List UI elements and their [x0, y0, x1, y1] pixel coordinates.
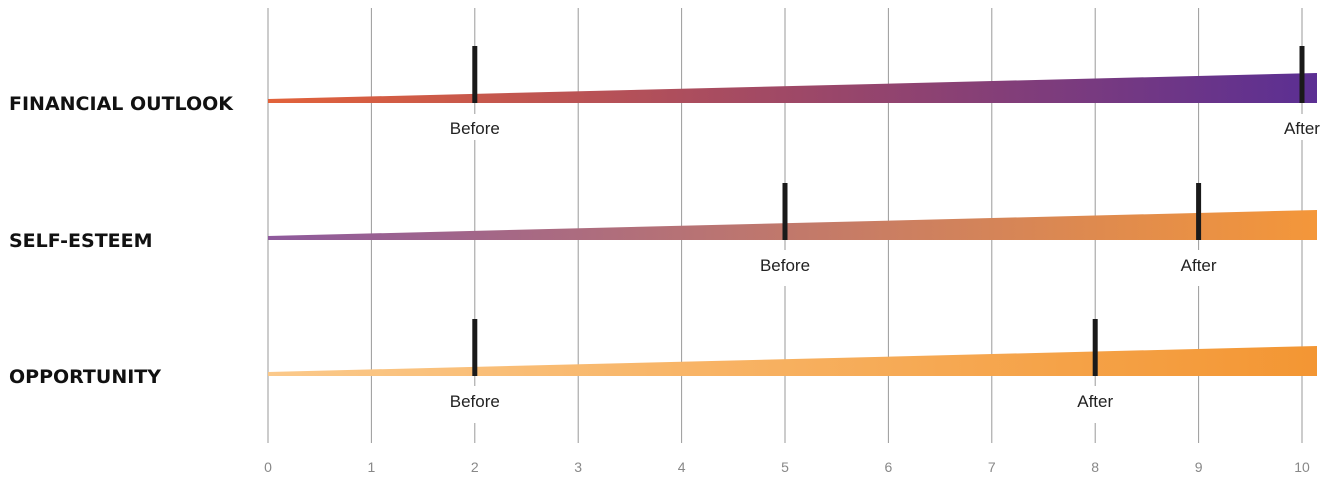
- category-label: SELF-ESTEEM: [9, 230, 153, 252]
- x-tick-label: 4: [678, 459, 686, 475]
- x-tick-label: 8: [1091, 459, 1099, 475]
- x-tick-label: 10: [1294, 459, 1310, 475]
- x-tick-label: 0: [264, 459, 272, 475]
- x-tick-label: 9: [1195, 459, 1203, 475]
- x-tick-label: 2: [471, 459, 479, 475]
- before-marker: [472, 46, 478, 103]
- labels: 0 1 2 3 4 5 6 7 8 9 10 FINANCIAL OUTLOOK Before After…: [9, 93, 1320, 475]
- x-tick-label: 6: [885, 459, 893, 475]
- before-marker: [472, 319, 478, 376]
- before-marker: [782, 183, 788, 240]
- before-label: Before: [760, 256, 810, 275]
- before-label: Before: [450, 119, 500, 138]
- after-label: After: [1284, 119, 1320, 138]
- after-label: After: [1077, 392, 1113, 411]
- x-tick-label: 5: [781, 459, 789, 475]
- wedge-bar: [268, 210, 1317, 240]
- after-marker: [1299, 46, 1305, 103]
- wedges: [268, 73, 1317, 376]
- before-label: Before: [450, 392, 500, 411]
- after-marker: [1196, 183, 1202, 240]
- after-label: After: [1181, 256, 1217, 275]
- markers: [472, 46, 1305, 376]
- wedge-bar: [268, 73, 1317, 103]
- wedge-bar: [268, 346, 1317, 376]
- x-tick-label: 3: [574, 459, 582, 475]
- x-tick-label: 1: [368, 459, 376, 475]
- category-label: FINANCIAL OUTLOOK: [9, 93, 234, 115]
- after-marker: [1092, 319, 1098, 376]
- category-label: OPPORTUNITY: [9, 366, 161, 388]
- x-tick-label: 7: [988, 459, 996, 475]
